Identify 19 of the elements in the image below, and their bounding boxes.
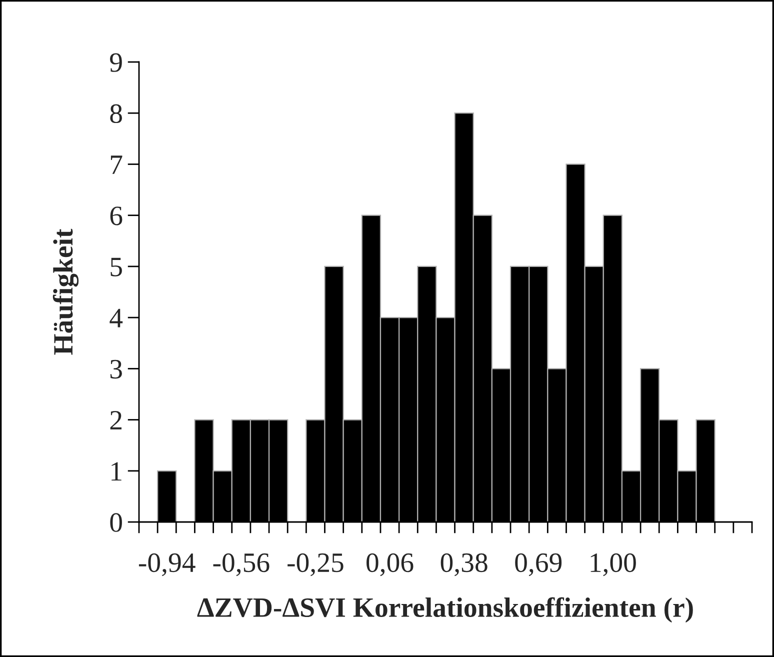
- y-tick-label: 6: [110, 206, 122, 226]
- x-tick-label: -0,94: [138, 553, 196, 576]
- x-tick-label: 1,00: [590, 553, 636, 576]
- y-tick-label: 9: [110, 53, 122, 72]
- y-tick-label: 7: [110, 156, 122, 174]
- x-axis-title: ΔZVD-ΔSVI Korrelationskoeffizienten (r): [197, 597, 693, 623]
- x-tick-label: -0,56: [213, 553, 270, 576]
- y-axis-title: Häufigkeit: [52, 228, 79, 355]
- y-tick-label: 4: [110, 308, 123, 328]
- x-tick-label: -0,25: [288, 553, 344, 576]
- x-tick-label: 0,38: [440, 553, 488, 576]
- y-tick-label: 1: [112, 462, 122, 481]
- y-tick-label: 8: [110, 104, 122, 124]
- y-tick-label: 2: [110, 411, 122, 430]
- x-tick-label: 0,06: [366, 553, 414, 576]
- y-tick-label: 5: [110, 258, 122, 276]
- x-tick-label: 0,69: [515, 553, 562, 576]
- y-tick-label: 0: [110, 513, 122, 532]
- y-tick-label: 3: [110, 360, 122, 379]
